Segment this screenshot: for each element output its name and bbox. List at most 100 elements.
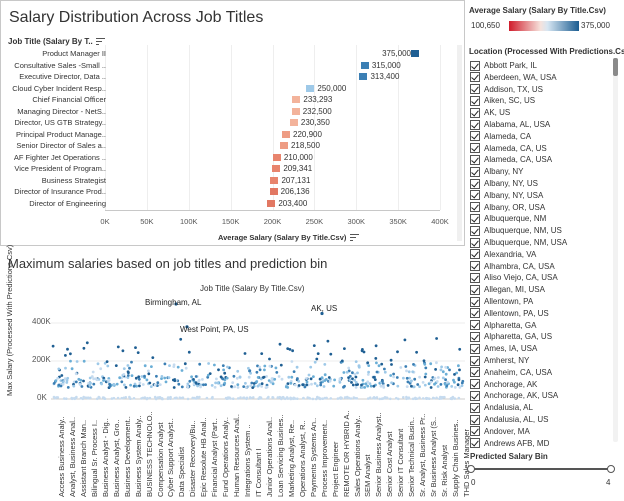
location-filter-item[interactable]: Abbott Park, IL xyxy=(470,59,537,72)
checkbox[interactable] xyxy=(470,355,480,366)
checkbox[interactable] xyxy=(470,426,480,437)
checkbox[interactable] xyxy=(470,84,480,95)
bar[interactable] xyxy=(292,96,301,103)
checkbox[interactable] xyxy=(470,284,480,295)
bar[interactable] xyxy=(411,50,420,57)
location-filter-item[interactable]: Ames, IA, USA xyxy=(470,342,537,355)
scatter-plot[interactable] xyxy=(51,295,465,407)
checkbox[interactable] xyxy=(470,213,480,224)
bar-row[interactable]: Director of Engineering 203,400 xyxy=(1,198,441,209)
checkbox[interactable] xyxy=(470,331,480,342)
bar-row[interactable]: Director of Insurance Prod.. 206,136 xyxy=(1,186,441,197)
location-filter-item[interactable]: Albany, NY xyxy=(470,165,523,178)
x-axis-title[interactable]: Average Salary (Salary By Title.Csv) xyxy=(218,233,360,242)
row-header[interactable]: Job Title (Salary By T.. xyxy=(8,37,105,46)
bar[interactable] xyxy=(282,130,290,138)
checkbox[interactable] xyxy=(470,166,480,177)
location-filter-item[interactable]: Alameda, CA, USA xyxy=(470,153,552,166)
bar[interactable] xyxy=(360,61,369,69)
location-filter-item[interactable]: Alameda, CA, US xyxy=(470,142,547,155)
checkbox[interactable] xyxy=(470,367,480,378)
checkbox[interactable] xyxy=(470,308,480,319)
bar[interactable] xyxy=(269,188,278,195)
checkbox[interactable] xyxy=(470,261,480,272)
bar-row[interactable]: Managing Director - NetS.. 232,500 xyxy=(1,106,441,117)
location-filter-item[interactable]: Alpharetta, GA xyxy=(470,319,536,332)
location-filter-item[interactable]: Albany, NY, USA xyxy=(470,189,543,202)
location-filter-item[interactable]: Alameda, CA xyxy=(470,130,531,143)
location-filter-item[interactable]: Allegan, MI, USA xyxy=(470,283,545,296)
checkbox[interactable] xyxy=(470,119,480,130)
bar[interactable] xyxy=(306,84,315,92)
bar-row[interactable]: Business Strategist 207,131 xyxy=(1,175,441,186)
location-filter-item[interactable]: Albany, NY, US xyxy=(470,177,538,190)
bar-row[interactable]: Senior Director of Sales a.. 218,500 xyxy=(1,140,441,151)
checkbox[interactable] xyxy=(470,320,480,331)
sort-icon[interactable] xyxy=(350,233,360,242)
bar[interactable] xyxy=(289,119,298,126)
bar-row[interactable]: Chief Financial Officer 233,293 xyxy=(1,94,441,105)
checkbox[interactable] xyxy=(470,190,480,201)
bar-row[interactable]: Consultative Sales -Small .. 315,000 xyxy=(1,60,441,71)
bar-row[interactable]: Executive Director, Data .. 313,400 xyxy=(1,71,441,82)
location-filter-item[interactable]: Andalusia, AL, US xyxy=(470,413,548,426)
checkbox[interactable] xyxy=(470,296,480,307)
bar-row[interactable]: Principal Product Manage.. 220,900 xyxy=(1,129,441,140)
checkbox[interactable] xyxy=(470,249,480,260)
checkbox[interactable] xyxy=(470,178,480,189)
location-filter-item[interactable]: Aiken, SC, US xyxy=(470,94,535,107)
checkbox[interactable] xyxy=(470,60,480,71)
checkbox[interactable] xyxy=(470,131,480,142)
bar[interactable] xyxy=(272,153,281,161)
location-filter-item[interactable]: Aberdeen, WA, USA xyxy=(470,71,557,84)
bar[interactable] xyxy=(359,73,368,80)
location-filter-item[interactable]: Alexandria, VA xyxy=(470,248,536,261)
location-filter-item[interactable]: Alabama, AL, USA xyxy=(470,118,550,131)
bar[interactable] xyxy=(267,199,276,207)
location-filter-item[interactable]: Andrews AFB, MD xyxy=(470,437,549,450)
checkbox[interactable] xyxy=(470,379,480,390)
location-filter-item[interactable]: Alpharetta, GA, US xyxy=(470,330,552,343)
location-filter-item[interactable]: Allentown, PA xyxy=(470,295,533,308)
bin-slider-max-handle[interactable] xyxy=(607,465,615,473)
sort-icon[interactable] xyxy=(95,37,105,46)
checkbox[interactable] xyxy=(470,343,480,354)
bar[interactable] xyxy=(270,176,279,184)
bar-row[interactable]: Product Manager II 375,000 xyxy=(1,48,441,59)
bar-row[interactable]: Director, US GTB Strategy.. 230,350 xyxy=(1,117,441,128)
location-filter-item[interactable]: Alhambra, CA, USA xyxy=(470,260,555,273)
location-filter-item[interactable]: Anchorage, AK xyxy=(470,378,537,391)
location-filter-item[interactable]: Andover, MA xyxy=(470,425,530,438)
checkbox[interactable] xyxy=(470,414,480,425)
location-filter-item[interactable]: Allentown, PA, US xyxy=(470,307,549,320)
checkbox[interactable] xyxy=(470,390,480,401)
location-filter-item[interactable]: Albuquerque, NM, US xyxy=(470,224,562,237)
checkbox[interactable] xyxy=(470,202,480,213)
bin-slider-min-handle[interactable] xyxy=(467,465,475,473)
bar[interactable] xyxy=(279,142,288,149)
location-filter-item[interactable]: AK, US xyxy=(470,106,510,119)
checkbox[interactable] xyxy=(470,402,480,413)
checkbox[interactable] xyxy=(470,143,480,154)
vertical-scrollbar[interactable] xyxy=(457,45,462,241)
filter-scroll-track[interactable] xyxy=(613,58,618,442)
checkbox[interactable] xyxy=(470,154,480,165)
checkbox[interactable] xyxy=(470,95,480,106)
location-filter-item[interactable]: Amherst, NY xyxy=(470,354,529,367)
bar-row[interactable]: Vice President of Program.. 209,341 xyxy=(1,163,441,174)
checkbox[interactable] xyxy=(470,438,480,449)
checkbox[interactable] xyxy=(470,107,480,118)
bar[interactable] xyxy=(272,165,281,172)
filter-scroll-thumb[interactable] xyxy=(613,58,618,76)
checkbox[interactable] xyxy=(470,225,480,236)
bar[interactable] xyxy=(291,107,300,115)
location-filter-item[interactable]: Andalusia, AL xyxy=(470,401,533,414)
bar-row[interactable]: AF Fighter Jet Operations .. 210,000 xyxy=(1,152,441,163)
location-filter-item[interactable]: Albuquerque, NM, USA xyxy=(470,236,567,249)
location-filter-item[interactable]: Anchorage, AK, USA xyxy=(470,389,558,402)
checkbox[interactable] xyxy=(470,72,480,83)
location-filter-item[interactable]: Addison, TX, US xyxy=(470,83,543,96)
location-filter-item[interactable]: Aliso Viejo, CA, USA xyxy=(470,271,558,284)
location-filter-item[interactable]: Albuquerque, NM xyxy=(470,212,546,225)
location-filter-item[interactable]: Anaheim, CA, USA xyxy=(470,366,552,379)
